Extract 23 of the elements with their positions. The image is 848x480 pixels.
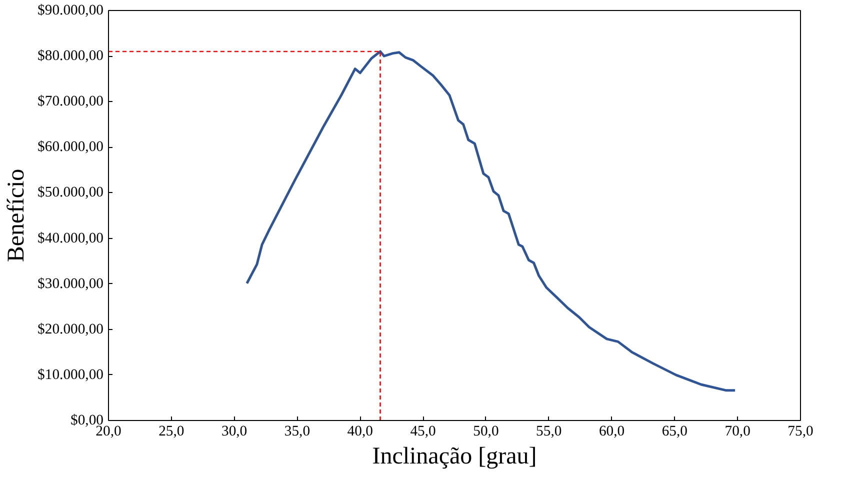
x-tick-label: 50,0 [473,424,499,440]
y-tick-label: $50.000,00 [38,184,104,201]
x-tick-label: 40,0 [347,424,373,440]
y-tick-label: $80.000,00 [38,48,104,64]
y-axis-title: Benefício [4,168,30,262]
x-tick-label: 55,0 [536,424,562,440]
y-tick-label: $40.000,00 [38,230,104,246]
x-tick-label: 35,0 [284,424,310,440]
x-tick-label: 25,0 [158,424,184,440]
x-tick-label: 70,0 [724,424,750,440]
x-axis-title: Inclinação [grau] [372,444,537,470]
x-tick-label: 60,0 [598,424,625,440]
x-tick-label: 65,0 [662,424,688,440]
y-tick-label: $20.000,00 [38,321,104,338]
y-tick-label: $10.000,00 [38,366,104,383]
x-tick-label: 30,0 [221,424,248,440]
x-tick-label: 45,0 [410,424,436,440]
y-tick-label: $70.000,00 [38,94,104,110]
y-tick-label: $60.000,00 [38,139,104,156]
line-series [246,50,736,392]
x-tick-label: 75,0 [788,424,814,440]
y-tick-label: $30.000,00 [38,276,104,292]
y-tick-label: $90.000,00 [38,2,104,18]
